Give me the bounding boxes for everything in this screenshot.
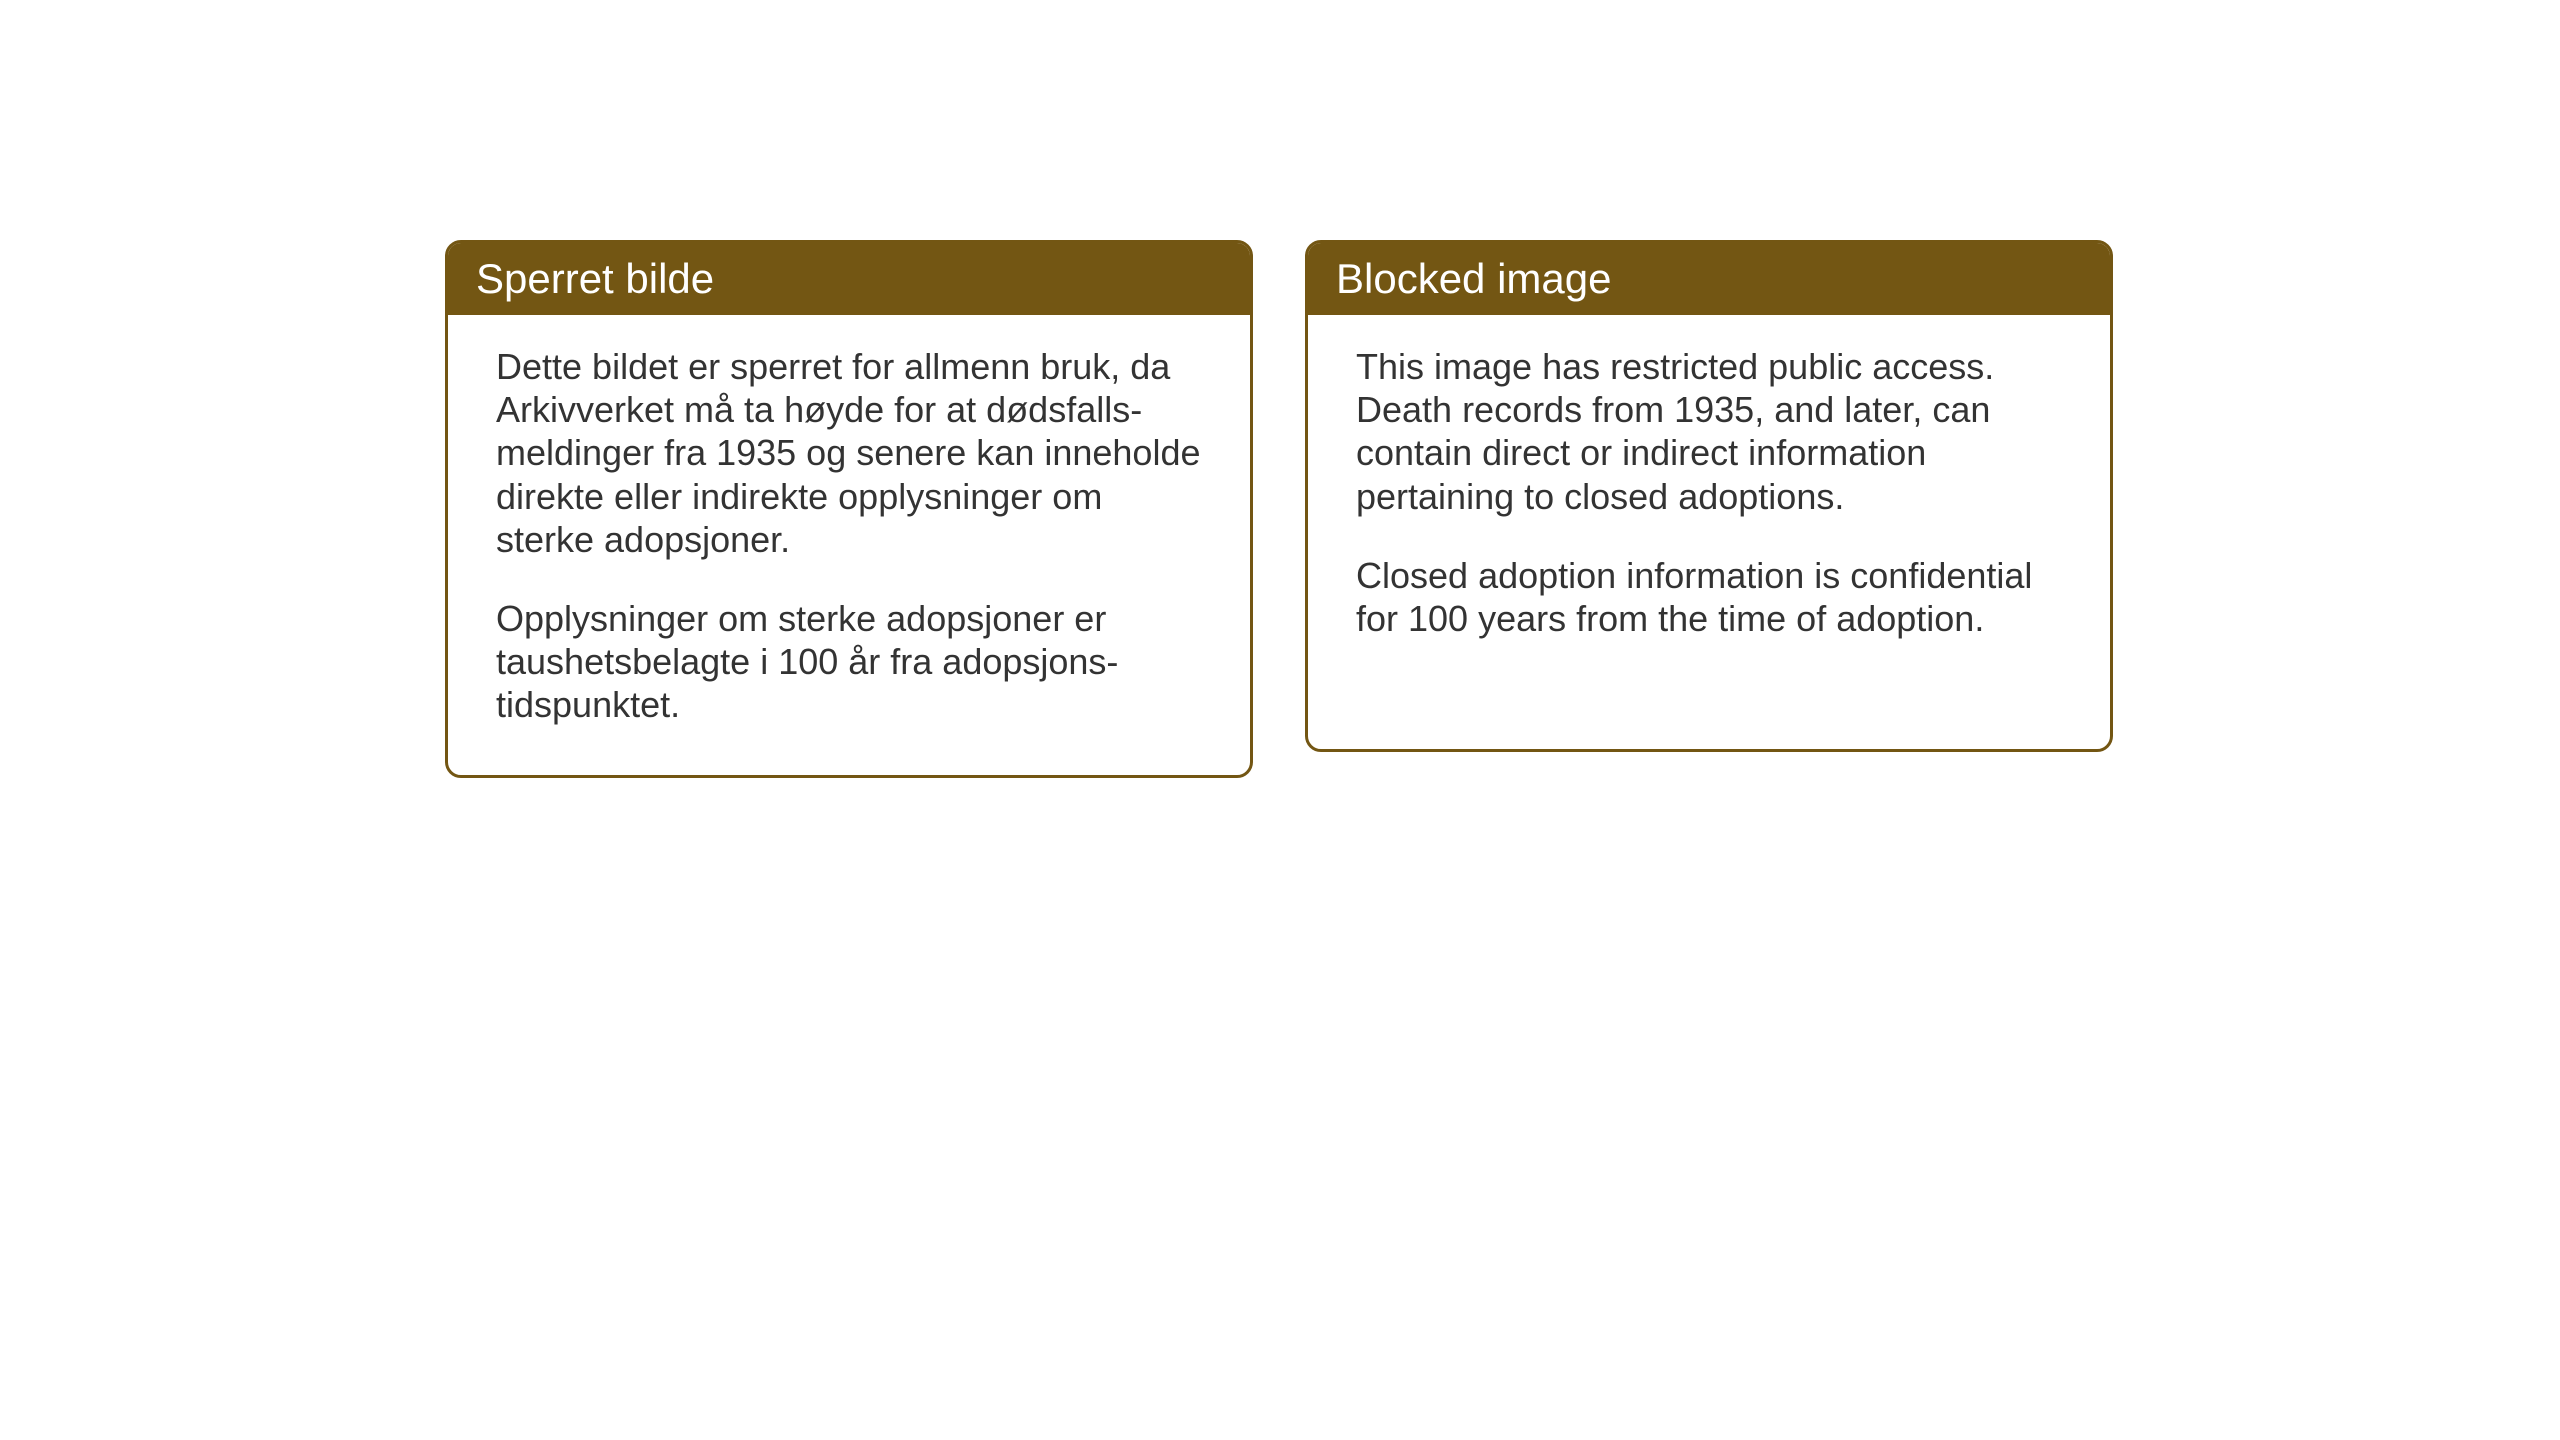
card-body-english: This image has restricted public access.…: [1308, 315, 2110, 688]
card-header-norwegian: Sperret bilde: [448, 243, 1250, 315]
card-paragraph-norwegian-2: Opplysninger om sterke adopsjoner er tau…: [496, 597, 1202, 727]
notice-card-english: Blocked image This image has restricted …: [1305, 240, 2113, 752]
card-title-english: Blocked image: [1336, 255, 1611, 302]
notice-container: Sperret bilde Dette bildet er sperret fo…: [445, 240, 2113, 778]
card-paragraph-english-2: Closed adoption information is confident…: [1356, 554, 2062, 640]
card-paragraph-norwegian-1: Dette bildet er sperret for allmenn bruk…: [496, 345, 1202, 561]
card-paragraph-english-1: This image has restricted public access.…: [1356, 345, 2062, 518]
card-header-english: Blocked image: [1308, 243, 2110, 315]
card-title-norwegian: Sperret bilde: [476, 255, 714, 302]
card-body-norwegian: Dette bildet er sperret for allmenn bruk…: [448, 315, 1250, 775]
notice-card-norwegian: Sperret bilde Dette bildet er sperret fo…: [445, 240, 1253, 778]
